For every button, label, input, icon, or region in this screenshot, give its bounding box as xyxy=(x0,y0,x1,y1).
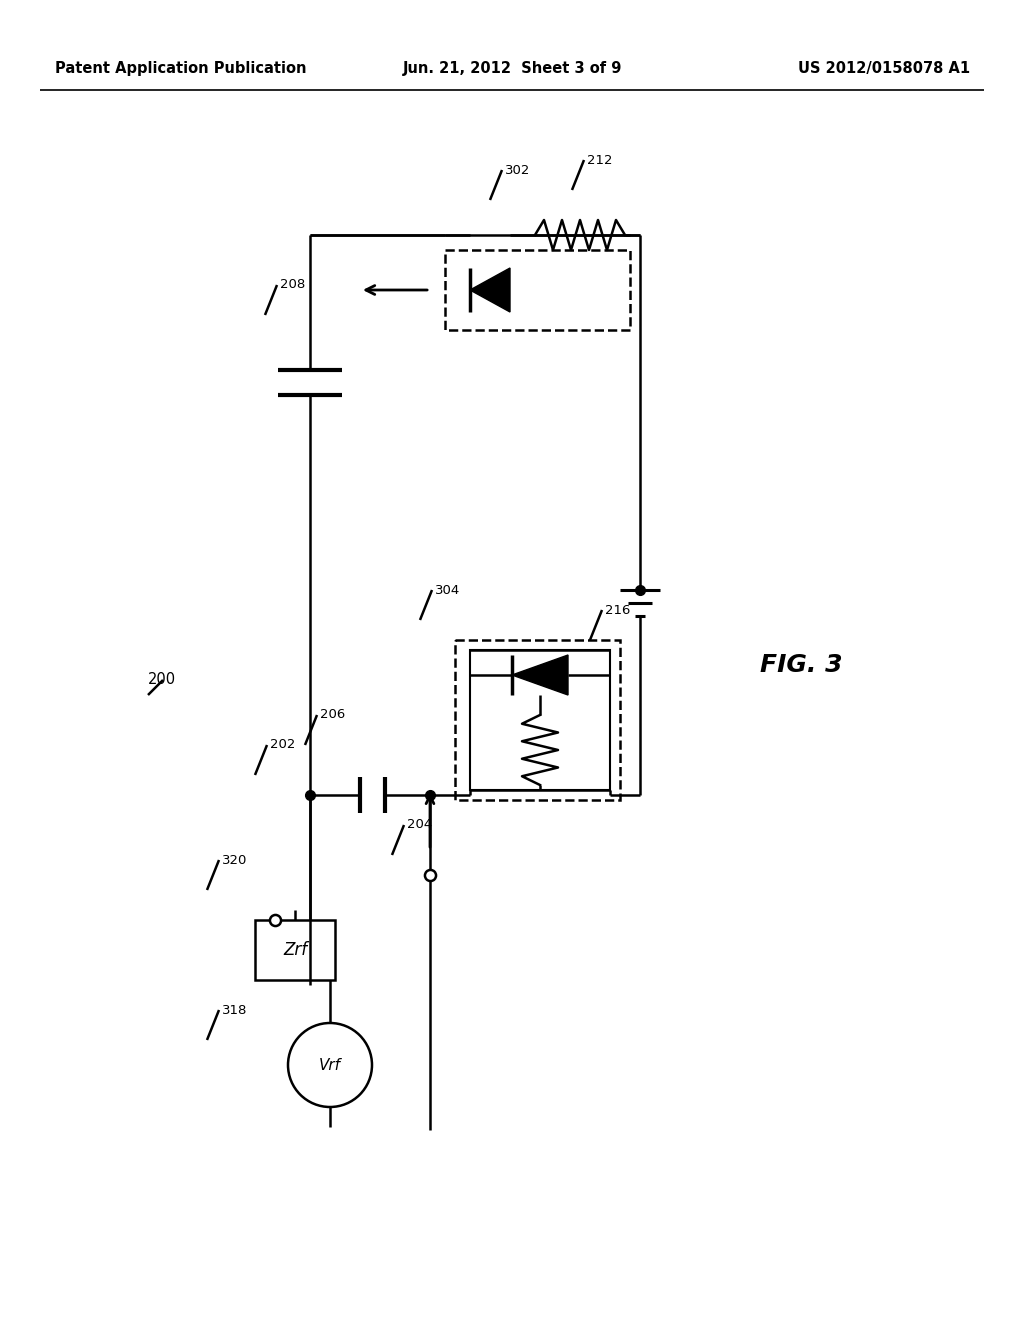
Bar xyxy=(455,640,620,800)
Text: 204: 204 xyxy=(407,818,432,832)
Text: Zrf: Zrf xyxy=(283,941,307,960)
Text: 206: 206 xyxy=(319,709,345,722)
Polygon shape xyxy=(470,268,510,312)
Text: 302: 302 xyxy=(505,164,530,177)
Bar xyxy=(255,920,335,979)
Text: 212: 212 xyxy=(587,153,612,166)
Text: 216: 216 xyxy=(605,603,631,616)
Text: 208: 208 xyxy=(280,279,305,292)
Text: 320: 320 xyxy=(222,854,248,866)
Bar xyxy=(470,649,610,789)
Text: 318: 318 xyxy=(222,1003,248,1016)
Text: Jun. 21, 2012  Sheet 3 of 9: Jun. 21, 2012 Sheet 3 of 9 xyxy=(402,61,622,75)
Text: FIG. 3: FIG. 3 xyxy=(760,653,843,677)
Text: US 2012/0158078 A1: US 2012/0158078 A1 xyxy=(798,61,970,75)
Text: Patent Application Publication: Patent Application Publication xyxy=(55,61,306,75)
Text: 200: 200 xyxy=(148,672,176,688)
Text: Vrf: Vrf xyxy=(319,1057,341,1072)
Text: 304: 304 xyxy=(435,583,460,597)
Polygon shape xyxy=(512,655,568,696)
Circle shape xyxy=(288,1023,372,1107)
Bar xyxy=(445,249,630,330)
Text: 202: 202 xyxy=(270,738,295,751)
